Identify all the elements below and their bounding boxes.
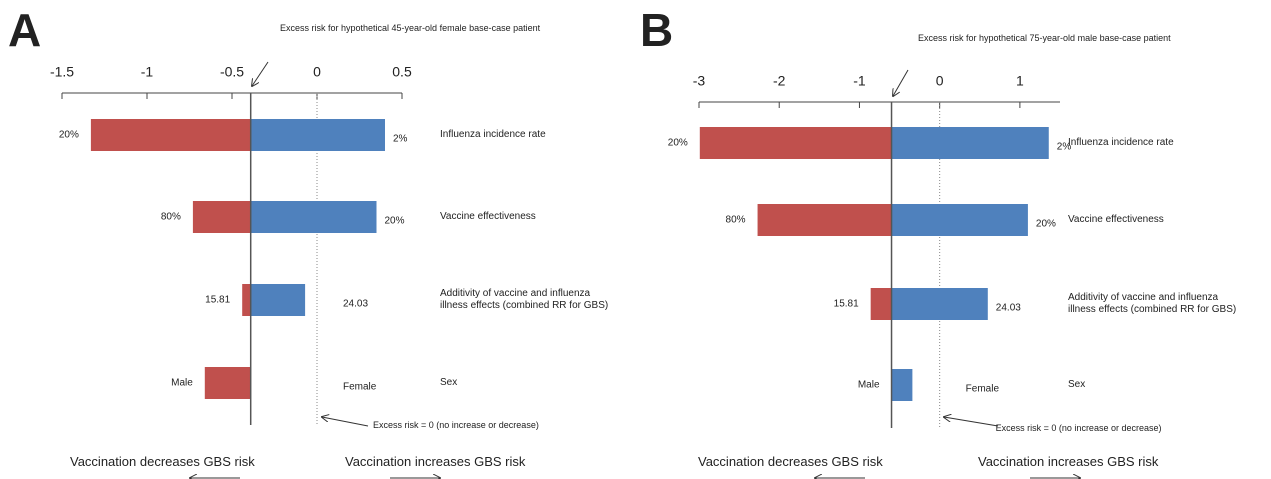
bar bbox=[757, 204, 892, 236]
bar bbox=[250, 201, 377, 233]
x-tick-label: -2 bbox=[773, 73, 786, 89]
input-label: 20% bbox=[1036, 219, 1056, 230]
bar bbox=[242, 284, 251, 316]
input-label: Male bbox=[171, 378, 193, 389]
bar bbox=[699, 127, 892, 159]
x-tick-label: 0.5 bbox=[392, 64, 412, 80]
category-label: Additivity of vaccine and influenza illn… bbox=[440, 288, 609, 311]
x-tick-label: -1 bbox=[853, 73, 866, 89]
base-annotation: Excess risk for hypothetical 75-year-old… bbox=[918, 33, 1171, 43]
arrow bbox=[252, 61, 269, 86]
arrow bbox=[322, 417, 369, 427]
category-label: Sex bbox=[1068, 379, 1086, 390]
bar bbox=[250, 284, 306, 316]
category-label: Sex bbox=[440, 377, 458, 388]
input-label: 20% bbox=[59, 130, 79, 141]
left-caption: Vaccination decreases GBS risk bbox=[698, 454, 883, 469]
category-label: Vaccine effectiveness bbox=[440, 211, 536, 222]
right-caption: Vaccination increases GBS risk bbox=[345, 454, 526, 469]
input-label: Female bbox=[966, 384, 1000, 395]
arrow bbox=[893, 69, 909, 96]
category-label: Influenza incidence rate bbox=[440, 129, 546, 140]
left-caption: Vaccination decreases GBS risk bbox=[70, 454, 255, 469]
category-label: Additivity of vaccine and influenza illn… bbox=[1068, 292, 1237, 315]
bar bbox=[891, 127, 1049, 159]
x-tick-label: -0.5 bbox=[220, 64, 244, 80]
x-tick-label: -3 bbox=[693, 73, 706, 89]
bar bbox=[204, 367, 251, 399]
bar bbox=[891, 288, 988, 320]
x-tick-label: 0 bbox=[936, 73, 944, 89]
input-label: 20% bbox=[668, 138, 688, 149]
input-label: 80% bbox=[726, 215, 746, 226]
input-label: 24.03 bbox=[996, 303, 1021, 314]
input-label: Male bbox=[858, 380, 880, 391]
panel-label: A bbox=[8, 4, 41, 56]
arrow bbox=[944, 417, 999, 427]
zero-annotation: Excess risk = 0 (no increase or decrease… bbox=[373, 420, 539, 430]
zero-annotation: Excess risk = 0 (no increase or decrease… bbox=[995, 423, 1162, 433]
input-label: 2% bbox=[393, 134, 408, 145]
input-label: 2% bbox=[1057, 142, 1072, 153]
input-label: 15.81 bbox=[205, 295, 230, 306]
input-label: 15.81 bbox=[834, 299, 859, 310]
input-label: 20% bbox=[385, 216, 405, 227]
bar bbox=[891, 204, 1028, 236]
category-label: Vaccine effectiveness bbox=[1068, 214, 1164, 225]
input-label: 24.03 bbox=[343, 299, 368, 310]
bar bbox=[891, 369, 913, 401]
x-tick-label: 0 bbox=[313, 64, 321, 80]
x-tick-label: 1 bbox=[1016, 73, 1024, 89]
right-caption: Vaccination increases GBS risk bbox=[978, 454, 1159, 469]
x-tick-label: -1.5 bbox=[50, 64, 74, 80]
input-label: 80% bbox=[161, 212, 181, 223]
input-label: Female bbox=[343, 382, 377, 393]
bar bbox=[192, 201, 251, 233]
bar bbox=[250, 119, 385, 151]
bar bbox=[90, 119, 251, 151]
panel-label: B bbox=[640, 4, 673, 56]
x-tick-label: -1 bbox=[141, 64, 154, 80]
base-annotation: Excess risk for hypothetical 45-year-old… bbox=[280, 23, 541, 33]
category-label: Influenza incidence rate bbox=[1068, 137, 1174, 148]
bar bbox=[870, 288, 892, 320]
